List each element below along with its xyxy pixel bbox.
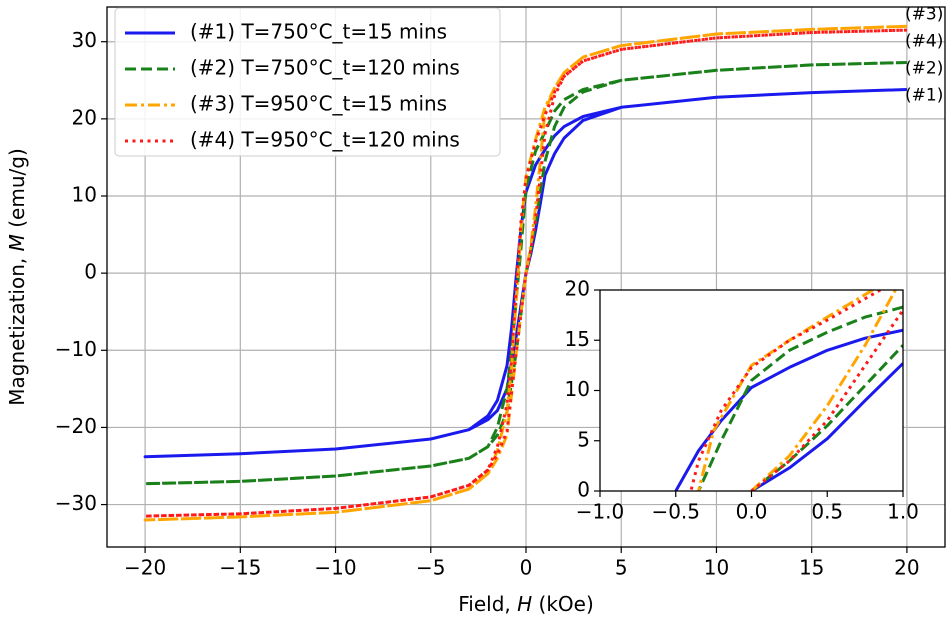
end-label: (#4) [905,31,943,51]
y-axis-label-part: Magnetization, [5,251,29,405]
x-tick-label: 5 [615,556,628,580]
plot-frame [106,6,946,548]
y-tick-label: 0 [84,260,97,284]
series-line [674,328,903,491]
y-tick-label: 15 [565,327,590,351]
x-axis-label-part: H [517,592,532,616]
legend-label: (#3) T=950°C_t=15 mins [190,92,447,116]
y-tick-label: −30 [55,491,97,515]
y-axis-label-part: (emu/g) [5,148,29,234]
y-tick-label: 10 [565,377,590,401]
y-tick-label: 0 [577,478,590,502]
x-tick-label: 0.0 [736,500,768,524]
end-label: (#1) [905,85,943,105]
y-tick-label: 20 [565,277,590,301]
y-tick-label: 10 [72,183,97,207]
x-axis-label: Field, H (kOe) [458,592,594,616]
series-line [143,88,907,459]
x-tick-label: 0.5 [811,500,843,524]
x-tick-label: −0.5 [651,500,700,524]
x-tick-label: −15 [219,556,261,580]
x-tick-label: −20 [124,556,166,580]
legend-label: (#1) T=750°C_t=15 mins [190,20,447,44]
series-line [689,290,903,491]
plot-frame [599,289,904,492]
y-tick-label: −10 [55,337,97,361]
plot-background [600,290,903,491]
series-line [143,61,907,486]
x-tick-label: 15 [799,556,824,580]
y-axis-label: Magnetization, M (emu/g) [5,148,29,406]
x-tick-label: −5 [416,556,445,580]
y-tick-label: 20 [72,105,97,129]
series-line [143,24,907,522]
x-tick-label: −10 [314,556,356,580]
x-tick-label: 1.0 [887,500,919,524]
y-axis-label-part: M [5,234,29,251]
legend-box [114,7,501,157]
legend-label: (#2) T=750°C_t=120 mins [190,56,460,80]
x-tick-label: −1.0 [576,500,625,524]
x-tick-label: 20 [894,556,919,580]
end-label: (#2) [905,58,943,78]
y-tick-label: 30 [72,28,97,52]
series-line [697,290,897,491]
end-label: (#3) [905,4,943,24]
x-axis-label-part: (kOe) [532,592,594,616]
x-axis-label-part: Field, [458,592,517,616]
y-tick-label: −20 [55,414,97,438]
x-tick-label: 10 [704,556,729,580]
legend-label: (#4) T=950°C_t=120 mins [190,128,460,152]
series-line [143,28,907,518]
y-tick-label: 5 [577,427,590,451]
x-tick-label: 0 [520,556,533,580]
